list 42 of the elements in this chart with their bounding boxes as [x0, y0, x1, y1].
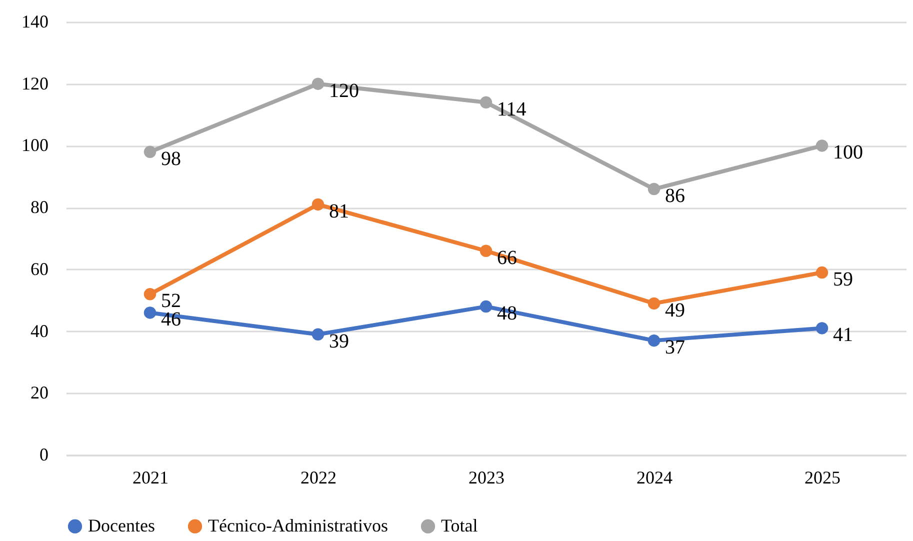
legend-label: Técnico-Administrativos — [208, 515, 388, 536]
point — [480, 244, 492, 257]
data-label: 52 — [161, 290, 181, 312]
x-tick-label: 2023 — [468, 468, 504, 488]
data-label: 86 — [665, 185, 685, 208]
data-label: 41 — [833, 324, 853, 346]
x-tick-label: 2024 — [636, 468, 672, 488]
data-label: 98 — [161, 148, 181, 170]
point — [648, 334, 660, 347]
y-tick-label: 120 — [22, 73, 48, 94]
y-tick-label: 20 — [30, 382, 48, 403]
x-tick-label: 2022 — [300, 468, 336, 488]
point — [312, 198, 324, 211]
point — [816, 322, 828, 334]
y-tick-label: 140 — [22, 12, 48, 32]
point — [144, 146, 156, 158]
data-label: 59 — [833, 268, 853, 291]
point — [816, 140, 828, 152]
y-tick-label: 80 — [30, 197, 48, 218]
legend-label: Docentes — [88, 515, 155, 536]
y-tick-label: 60 — [30, 258, 48, 279]
data-label: 49 — [665, 299, 685, 322]
point — [144, 288, 156, 300]
point — [312, 328, 324, 340]
x-tick-label: 2025 — [804, 468, 840, 488]
point — [480, 96, 492, 109]
point — [144, 306, 156, 319]
point — [648, 297, 660, 310]
y-tick-label: 100 — [22, 135, 48, 156]
data-label: 37 — [665, 336, 685, 359]
x-tick-label: 2021 — [132, 468, 168, 488]
point — [480, 300, 492, 313]
data-label: 120 — [329, 80, 359, 102]
point — [816, 266, 828, 279]
data-label: 39 — [329, 330, 349, 352]
data-label: 100 — [833, 142, 863, 164]
data-label: 114 — [497, 98, 526, 120]
point — [312, 78, 324, 90]
point — [648, 182, 660, 196]
y-tick-label: 0 — [40, 444, 48, 464]
legend-label: Total — [441, 515, 478, 536]
y-tick-label: 40 — [30, 320, 48, 341]
